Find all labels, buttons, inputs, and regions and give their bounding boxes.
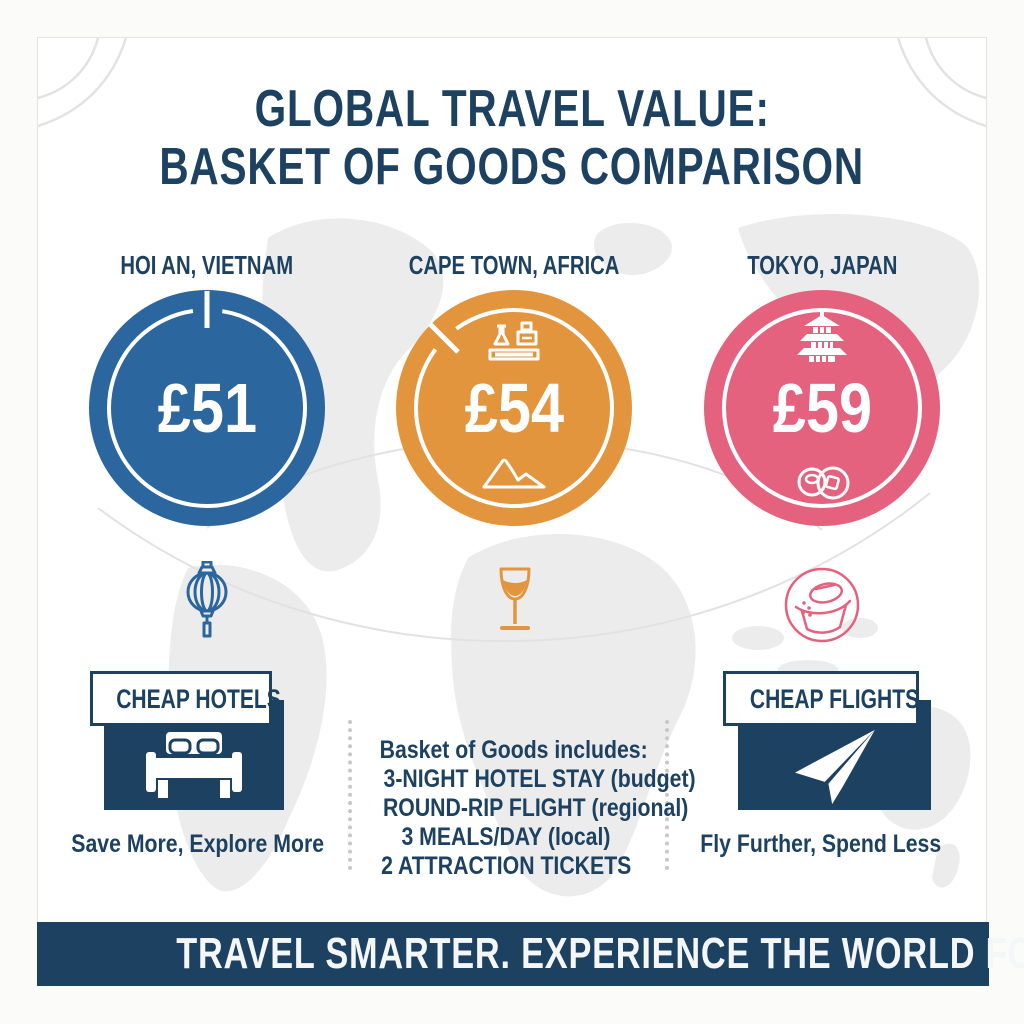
paper-plane-icon <box>795 729 875 805</box>
cheap-hotels-label: CHEAP HOTELS <box>116 684 281 714</box>
basket-of-goods: Basket of Goods includes: 3-NIGHT HOTEL … <box>356 736 696 881</box>
price-circle-cape-town: £54 <box>394 288 634 528</box>
dotted-separator <box>348 720 352 870</box>
bed-icon <box>146 732 242 798</box>
basket-heading: Basket of Goods includes: <box>379 736 648 764</box>
cheap-flights-title-box: CHEAP FLIGHTS <box>723 671 919 726</box>
market-stall-icon <box>488 321 540 361</box>
corner-flourish-icon <box>38 38 128 128</box>
cheap-flights-caption: Fly Further, Spend Less <box>700 830 942 858</box>
corner-flourish-icon <box>896 38 986 128</box>
pagoda-icon <box>797 310 847 362</box>
lantern-icon <box>186 561 228 638</box>
basket-item: 3-NIGHT HOTEL STAY (budget) <box>383 765 696 793</box>
footer-banner: TRAVEL SMARTER. EXPERIENCE THE WORLD FOR… <box>37 922 1024 986</box>
mountain-icon <box>482 458 546 489</box>
title-line-1: GLOBAL TRAVEL VALUE: <box>254 80 770 138</box>
wine-glass-icon <box>499 567 531 630</box>
dotted-separator <box>665 720 669 870</box>
basket-item: 2 ATTRACTION TICKETS <box>380 852 632 880</box>
sushi-bowl-icon <box>784 567 860 643</box>
city-label-hoi-an: HOI AN, VIETNAM <box>120 250 294 280</box>
basket-item: ROUND-RIP FLIGHT (regional) <box>382 794 689 822</box>
price-value: £59 <box>772 369 872 447</box>
city-label-tokyo: TOKYO, JAPAN <box>746 250 898 280</box>
city-label-cape-town: CAPE TOWN, AFRICA <box>408 250 620 280</box>
price-value: £51 <box>157 369 257 447</box>
page-title: GLOBAL TRAVEL VALUE: BASKET OF GOODS COM… <box>38 80 986 196</box>
cheap-hotels-title-box: CHEAP HOTELS <box>90 671 281 726</box>
footer-tagline: TRAVEL SMARTER. EXPERIENCE THE WORLD FOR… <box>176 929 1024 978</box>
price-circle-tokyo: £59 <box>702 288 942 528</box>
cheap-flights-label: CHEAP FLIGHTS <box>749 684 920 714</box>
price-value: £54 <box>464 369 564 447</box>
sushi-rolls-icon <box>797 466 850 500</box>
basket-item: 3 MEALS/DAY (local) <box>401 823 611 851</box>
title-line-2: BASKET OF GOODS COMPARISON <box>159 138 865 196</box>
price-circle-hoi-an: £51 <box>87 288 327 528</box>
cheap-hotels-caption: Save More, Explore More <box>71 830 325 858</box>
infographic-card: GLOBAL TRAVEL VALUE: BASKET OF GOODS COM… <box>37 37 1024 986</box>
